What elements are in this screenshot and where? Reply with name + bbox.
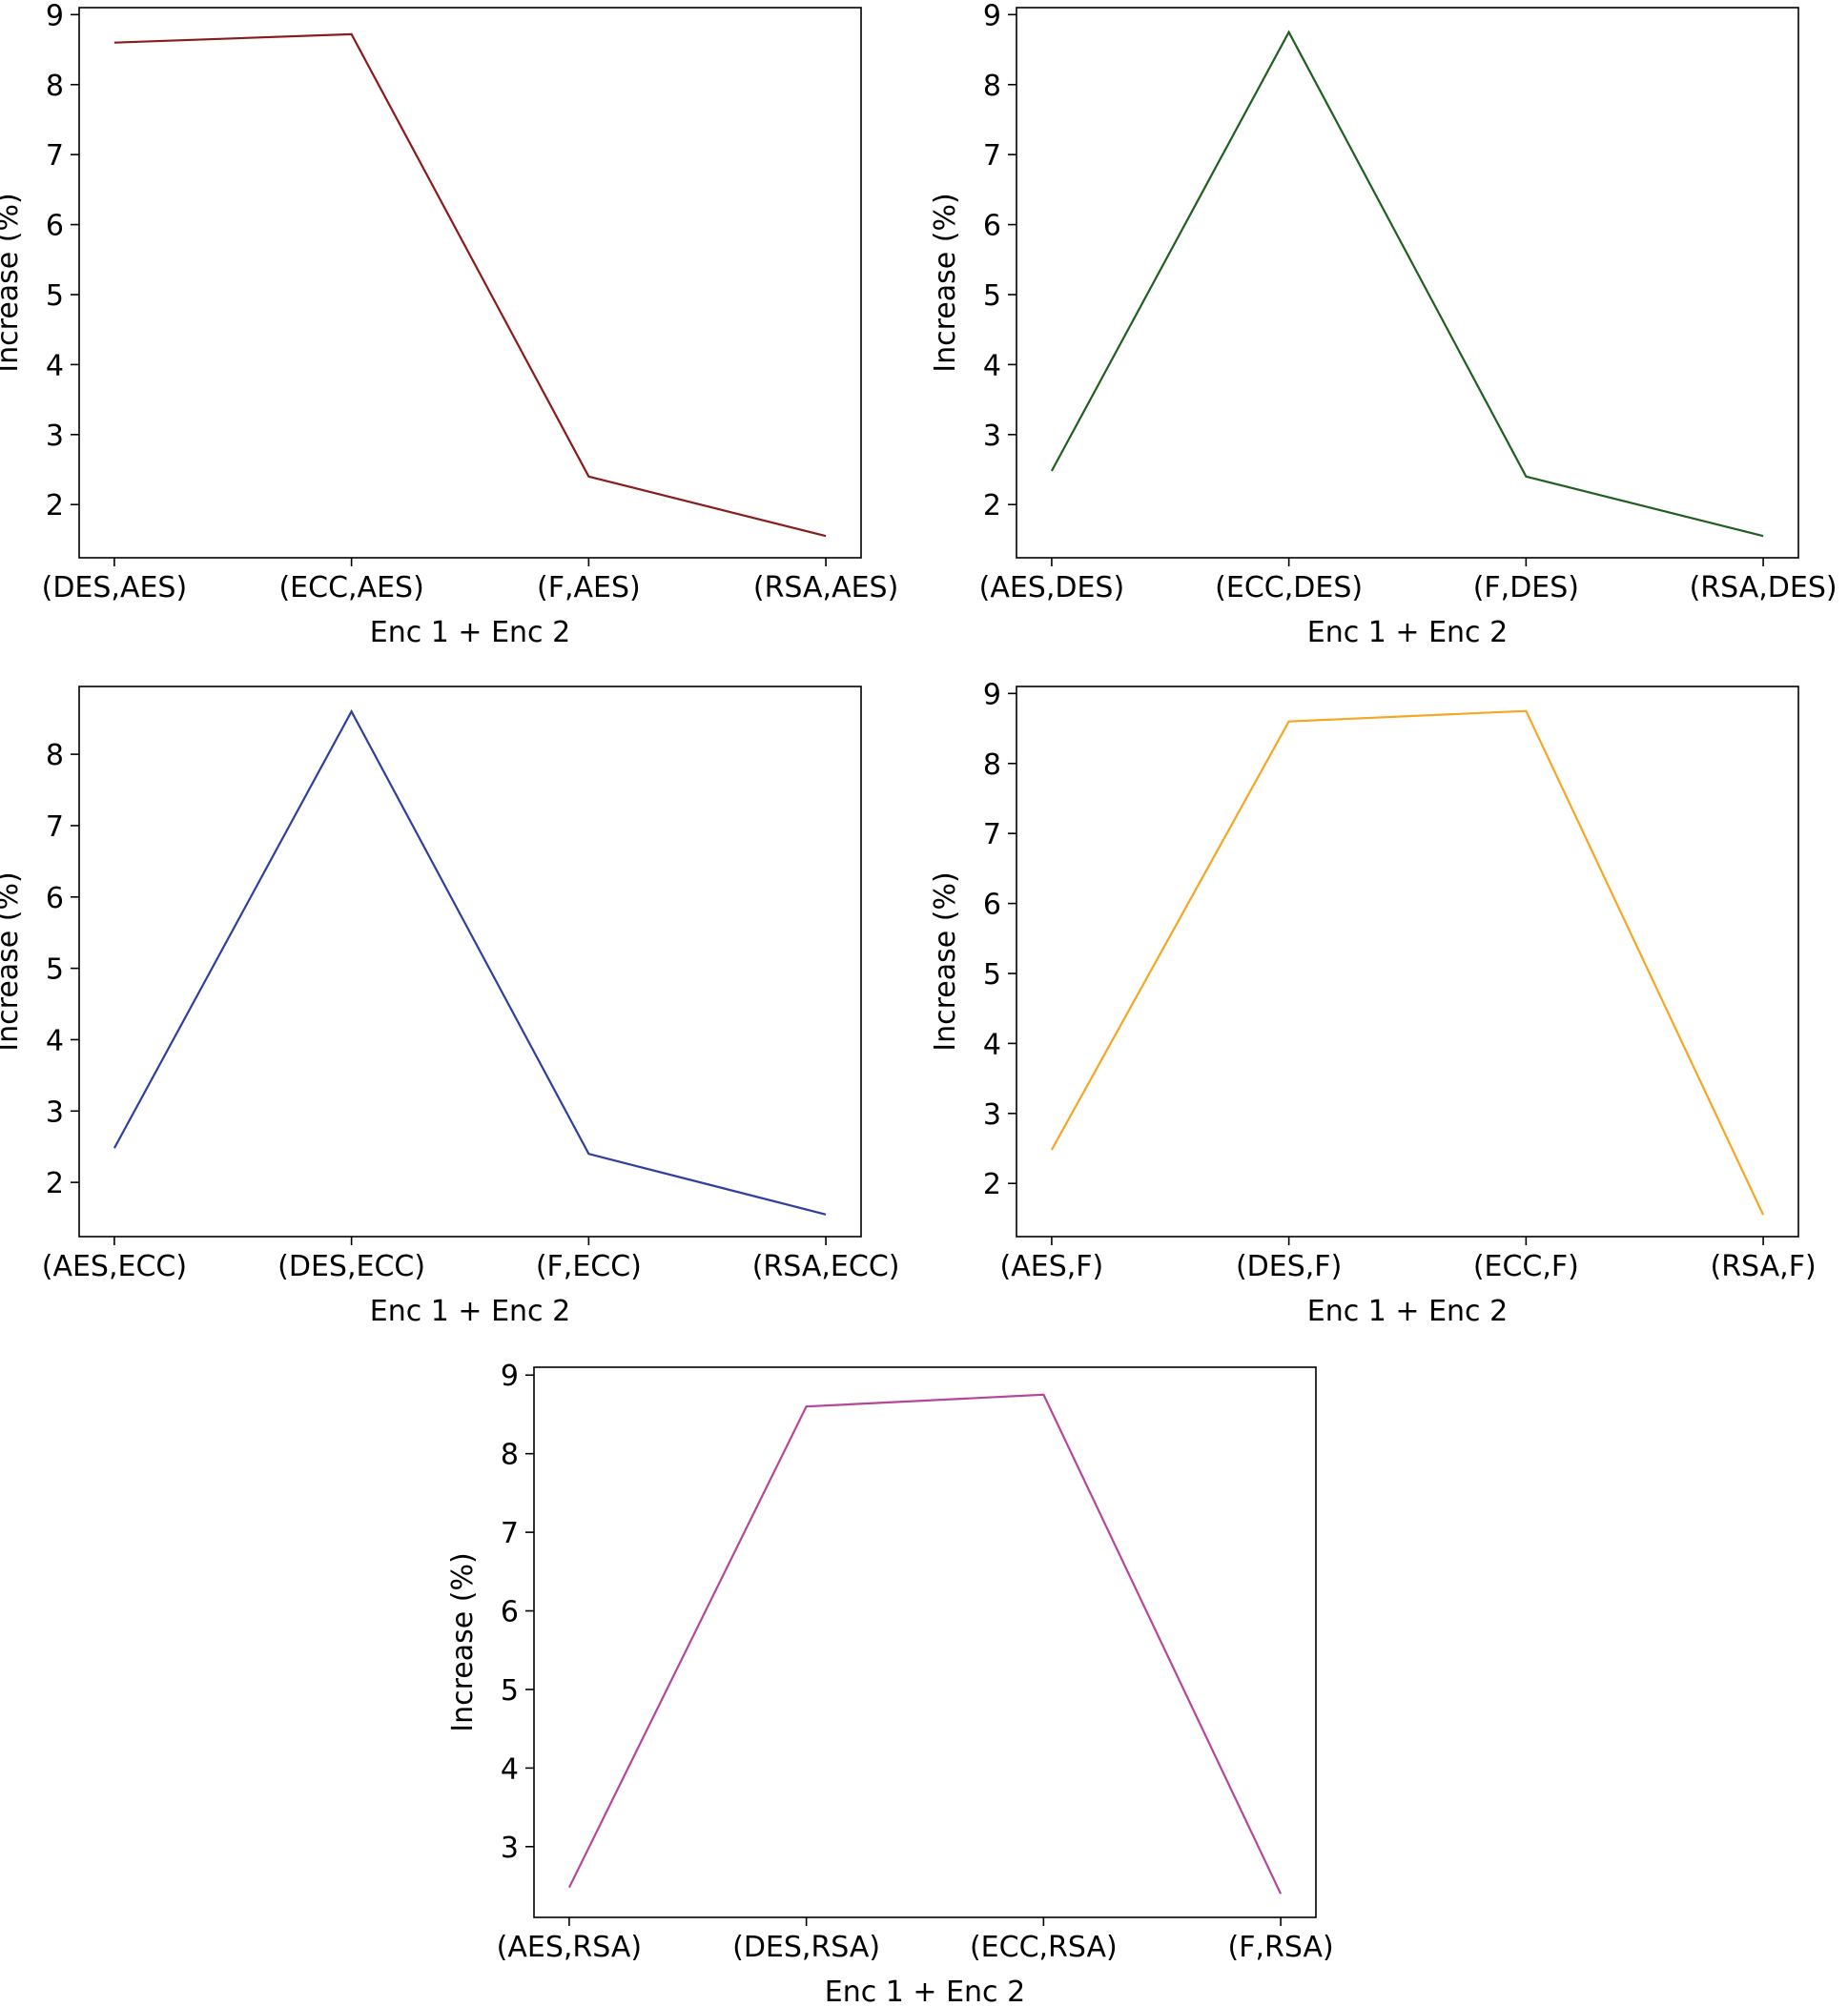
y-axis-label: Increase (%) xyxy=(929,193,962,372)
plot-frame xyxy=(1016,7,1799,559)
y-tick-label: 4 xyxy=(46,1024,64,1057)
y-tick-label: 6 xyxy=(46,210,64,243)
y-tick-label: 3 xyxy=(983,420,1001,453)
x-axis-label: Enc 1 + Enc 2 xyxy=(1307,1295,1508,1328)
series-line xyxy=(1050,709,1765,1216)
y-tick-label: 4 xyxy=(983,1028,1001,1061)
y-tick-label: 9 xyxy=(983,678,1001,711)
y-tick-label: 7 xyxy=(46,810,64,844)
x-tick-label: (ECC,AES) xyxy=(278,571,423,604)
y-tick-label: 4 xyxy=(46,349,64,382)
y-tick-label: 6 xyxy=(983,889,1001,922)
series-line xyxy=(113,32,827,538)
y-axis-label: Increase (%) xyxy=(929,871,962,1051)
y-tick-label: 5 xyxy=(501,1674,519,1708)
x-tick-label: (F,ECC) xyxy=(536,1250,642,1283)
plot-frame xyxy=(78,686,862,1238)
y-tick-label: 3 xyxy=(46,420,64,453)
y-tick-label: 3 xyxy=(983,1098,1001,1132)
series-line xyxy=(1050,30,1764,538)
x-axis-label: Enc 1 + Enc 2 xyxy=(370,1295,570,1328)
y-axis-label: Increase (%) xyxy=(0,871,25,1051)
y-tick-label: 8 xyxy=(983,748,1001,782)
x-tick-label: (DES,F) xyxy=(1236,1250,1342,1283)
x-axis-label: Enc 1 + Enc 2 xyxy=(825,1976,1025,2007)
plot-frame xyxy=(78,7,862,559)
series-line xyxy=(567,1393,1283,1894)
series-line xyxy=(113,708,827,1216)
chart-aes-des: 2 3 4 5 6 7 8 9 (AES,DES) (ECC,DES) (F,DES) (RSA,DE… xyxy=(929,0,1838,649)
y-tick-label: 9 xyxy=(46,0,64,32)
x-tick-label: (ECC,F) xyxy=(1473,1250,1579,1283)
x-tick-label: (F,DES) xyxy=(1473,571,1579,604)
y-tick-label: 6 xyxy=(46,882,64,915)
y-tick-label: 8 xyxy=(46,70,64,103)
y-tick-label: 2 xyxy=(983,489,1001,522)
x-tick-label: (AES,RSA) xyxy=(497,1931,642,1964)
x-tick-label: (DES,AES) xyxy=(42,571,188,604)
plot-frame xyxy=(1016,686,1799,1238)
y-tick-label: 5 xyxy=(983,958,1001,992)
y-tick-label: 7 xyxy=(983,818,1001,851)
y-tick-label: 8 xyxy=(983,70,1001,103)
chart-aes-rsa: 3 4 5 6 7 8 9 (AES,RSA) (DES,RSA) (ECC,RSA) (F,RSA… xyxy=(446,1360,1334,2007)
y-tick-label: 7 xyxy=(501,1517,519,1550)
plot-frame xyxy=(533,1366,1317,1918)
chart-aes-f: 2 3 4 5 6 7 8 9 (AES,F) (DES,F) (ECC,F) (RSA,F) Enc … xyxy=(929,678,1817,1328)
y-tick-label: 3 xyxy=(46,1096,64,1129)
x-tick-label: (DES,RSA) xyxy=(732,1931,880,1964)
x-tick-label: (RSA,ECC) xyxy=(752,1250,900,1283)
y-tick-label: 8 xyxy=(46,739,64,772)
y-tick-label: 8 xyxy=(501,1439,519,1472)
x-tick-label: (F,AES) xyxy=(537,571,641,604)
y-tick-label: 6 xyxy=(983,210,1001,243)
y-tick-label: 9 xyxy=(983,0,1001,32)
y-tick-label: 5 xyxy=(983,279,1001,313)
y-tick-label: 3 xyxy=(501,1832,519,1865)
x-tick-label: (F,RSA) xyxy=(1228,1931,1334,1964)
chart-des-aes: 2 3 4 5 6 7 8 9 (DES,AES) (ECC,AES) (F,AES) (RSA,AE… xyxy=(0,0,898,649)
y-tick-label: 7 xyxy=(983,139,1001,173)
y-tick-label: 4 xyxy=(501,1752,519,1786)
x-tick-label: (RSA,AES) xyxy=(753,571,898,604)
y-tick-label: 5 xyxy=(46,279,64,313)
x-tick-label: (AES,F) xyxy=(1000,1250,1104,1283)
x-tick-label: (ECC,RSA) xyxy=(970,1931,1118,1964)
x-tick-label: (AES,ECC) xyxy=(42,1250,187,1283)
x-axis-label: Enc 1 + Enc 2 xyxy=(370,616,570,649)
x-tick-label: (RSA,DES) xyxy=(1690,571,1838,604)
x-tick-label: (AES,DES) xyxy=(979,571,1125,604)
y-tick-label: 7 xyxy=(46,139,64,173)
chart-aes-ecc: 2 3 4 5 6 7 8 (AES,ECC) (DES,ECC) (F,ECC) (RSA,ECC… xyxy=(0,686,899,1328)
y-axis-label: Increase (%) xyxy=(446,1552,480,1731)
x-tick-label: (ECC,DES) xyxy=(1215,571,1363,604)
y-tick-label: 2 xyxy=(46,1167,64,1200)
x-tick-label: (RSA,F) xyxy=(1711,1250,1817,1283)
y-tick-label: 9 xyxy=(501,1360,519,1393)
y-tick-label: 2 xyxy=(983,1168,1001,1201)
y-tick-label: 2 xyxy=(46,489,64,522)
x-axis-label: Enc 1 + Enc 2 xyxy=(1307,616,1508,649)
y-tick-label: 4 xyxy=(983,349,1001,382)
y-axis-label: Increase (%) xyxy=(0,193,25,372)
x-tick-label: (DES,ECC) xyxy=(277,1250,425,1283)
y-tick-label: 6 xyxy=(501,1596,519,1629)
y-tick-label: 5 xyxy=(46,953,64,987)
